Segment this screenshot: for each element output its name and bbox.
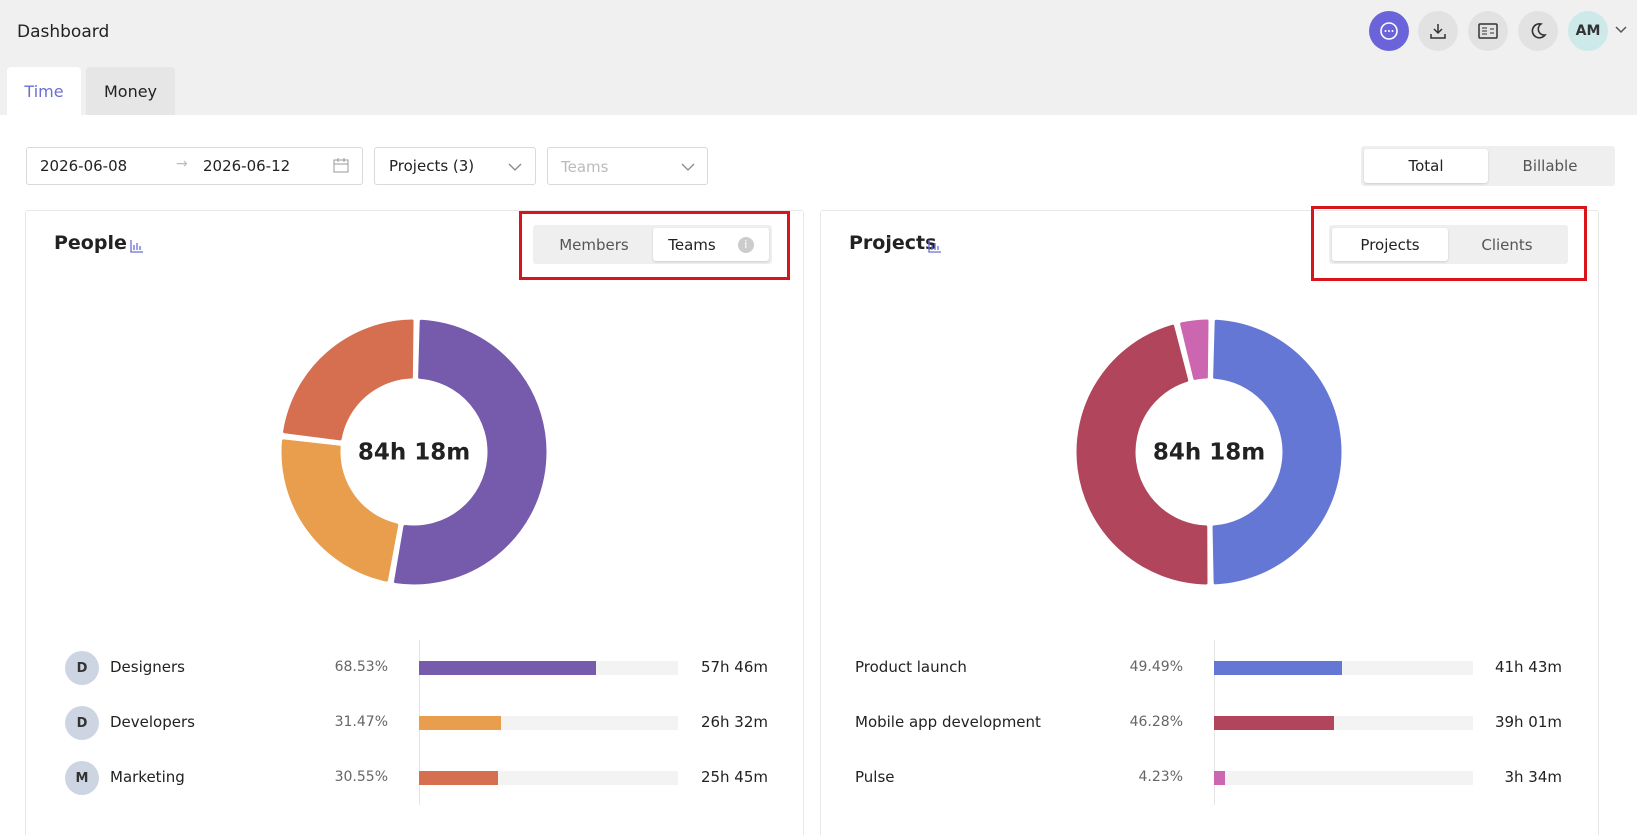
- item-duration: 3h 34m: [1504, 768, 1562, 786]
- teams-select[interactable]: [547, 147, 708, 185]
- select-value: Projects (3): [389, 157, 475, 175]
- date-end: 2026-06-12: [203, 157, 291, 175]
- panel-title: Projects: [849, 232, 937, 254]
- item-duration: 25h 45m: [700, 768, 768, 786]
- highlight-box: [1311, 206, 1587, 281]
- donut-segment: [281, 439, 399, 582]
- item-name: Product launch: [855, 658, 967, 676]
- toggle-option[interactable]: Total: [1364, 149, 1488, 183]
- item-name: Marketing: [110, 768, 185, 786]
- calendar-icon: [333, 157, 349, 173]
- item-name: Developers: [110, 713, 195, 731]
- item-name: Mobile app development: [855, 713, 1041, 731]
- item-duration: 41h 43m: [1494, 658, 1562, 676]
- toggle-option[interactable]: Teams i: [653, 228, 769, 261]
- bar: [1214, 716, 1334, 730]
- donut-segment: [1180, 319, 1209, 380]
- info-icon: i: [737, 236, 754, 253]
- bar: [1214, 771, 1225, 785]
- page-title: Dashboard: [17, 22, 110, 42]
- highlight-box: [519, 211, 790, 280]
- avatar: M: [65, 761, 99, 795]
- theme-button[interactable]: [1518, 11, 1558, 51]
- view-toggle[interactable]: Projects Clients: [1329, 225, 1568, 264]
- item-duration: 26h 32m: [700, 713, 768, 731]
- toggle-label: Projects: [1360, 235, 1420, 254]
- donut-segment: [283, 319, 414, 441]
- bar: [1214, 661, 1343, 675]
- chevron: [1615, 26, 1627, 34]
- bar: [419, 661, 597, 675]
- item-percent: 4.23%: [1138, 769, 1183, 785]
- toggle-option[interactable]: Projects: [1332, 228, 1448, 261]
- chart-icon: [130, 238, 144, 253]
- dropdown-chevron: [680, 158, 696, 171]
- avatar: D: [65, 706, 99, 740]
- chat-button[interactable]: [1369, 11, 1409, 51]
- toggle-label: Clients: [1481, 235, 1533, 254]
- bar-track: [1214, 771, 1473, 785]
- download-button[interactable]: [1418, 11, 1458, 51]
- donut-chart: 84h 18m: [281, 319, 547, 585]
- item-percent: 68.53%: [334, 659, 388, 675]
- chart-icon: [928, 238, 942, 253]
- donut-segment: [1076, 324, 1208, 585]
- panel: [25, 210, 804, 835]
- item-name: Designers: [110, 658, 185, 676]
- toggle-option[interactable]: Clients: [1449, 228, 1565, 261]
- bar: [419, 771, 499, 785]
- toggle-option[interactable]: Billable: [1522, 157, 1578, 175]
- select-placeholder: Teams: [561, 158, 609, 176]
- date-range[interactable]: [26, 147, 363, 185]
- item-percent: 49.49%: [1129, 659, 1183, 675]
- date-start: 2026-06-08: [40, 157, 128, 175]
- mode-toggle[interactable]: Total Billable: [1361, 146, 1615, 186]
- toggle-label: Members: [559, 235, 629, 254]
- dropdown-chevron: [507, 158, 523, 171]
- donut-segment: [1212, 319, 1342, 585]
- arrow: →: [176, 156, 188, 172]
- panel-title: People: [54, 232, 127, 254]
- tab[interactable]: Money: [86, 67, 175, 115]
- card-button[interactable]: [1468, 11, 1508, 51]
- item-percent: 31.47%: [334, 714, 388, 730]
- item-duration: 57h 46m: [700, 658, 768, 676]
- item-percent: 30.55%: [334, 769, 388, 785]
- view-toggle[interactable]: Members Teams i: [533, 225, 772, 264]
- donut-total: 84h 18m: [1153, 440, 1265, 466]
- item-duration: 39h 01m: [1494, 713, 1562, 731]
- donut-chart: 84h 18m: [1076, 319, 1342, 585]
- donut-segment: [394, 319, 547, 585]
- header: [0, 0, 1637, 115]
- projects-select[interactable]: [374, 147, 536, 185]
- avatar[interactable]: AM: [1568, 11, 1608, 51]
- donut-total: 84h 18m: [358, 440, 470, 466]
- avatar: D: [65, 651, 99, 685]
- toggle-label: Teams: [668, 235, 716, 254]
- toggle-option[interactable]: Members: [536, 228, 652, 261]
- item-name: Pulse: [855, 768, 895, 786]
- panel: [820, 210, 1599, 835]
- tab[interactable]: Time: [7, 67, 81, 115]
- bar: [419, 716, 501, 730]
- item-percent: 46.28%: [1129, 714, 1183, 730]
